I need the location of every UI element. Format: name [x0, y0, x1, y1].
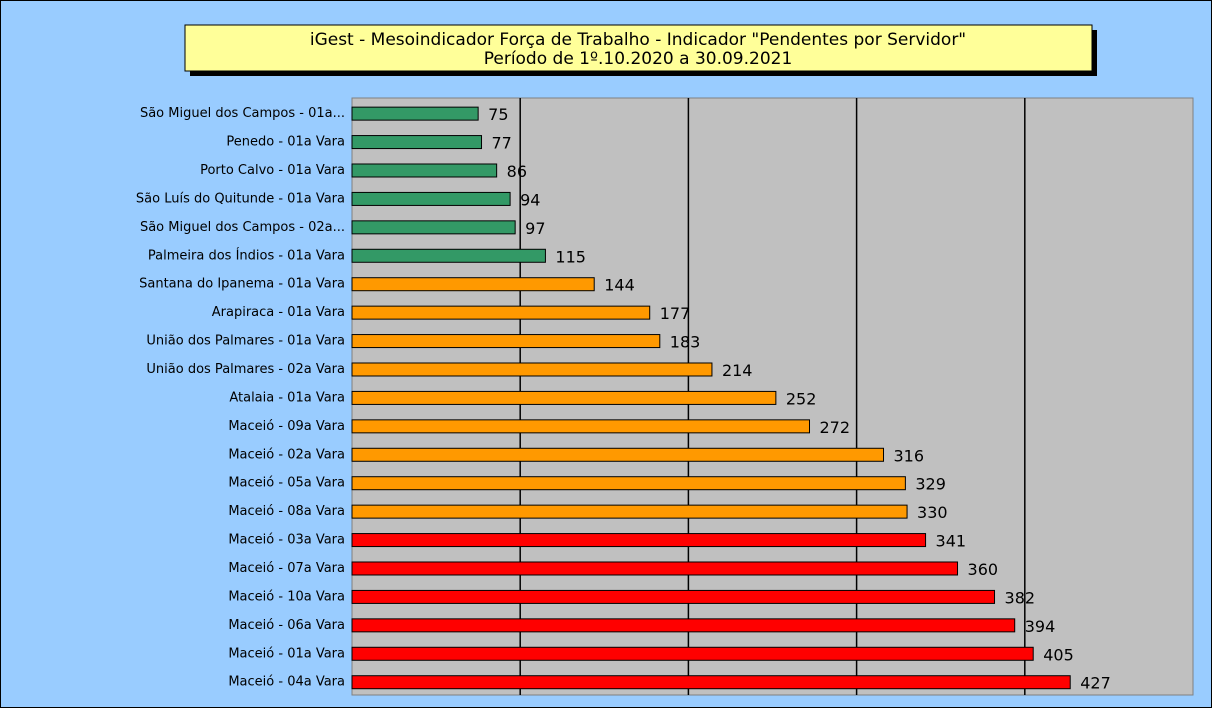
value-label: 394 [1025, 617, 1056, 636]
y-tick-label: Atalaia - 01a Vara [229, 390, 345, 405]
bar [351, 277, 595, 292]
y-tick-label: Maceió - 02a Vara [228, 447, 345, 462]
bar [351, 220, 516, 235]
bar [351, 646, 1034, 661]
y-tick-label: Maceió - 08a Vara [228, 504, 345, 519]
title-box [184, 24, 1093, 72]
value-label: 86 [507, 162, 527, 181]
value-label: 405 [1043, 645, 1074, 664]
y-tick-label: Maceió - 09a Vara [228, 419, 345, 434]
value-label: 330 [917, 503, 948, 522]
y-tick-label: Maceió - 07a Vara [228, 561, 345, 576]
y-tick-label: Santana do Ipanema - 01a Vara [139, 277, 345, 292]
value-label: 94 [520, 190, 540, 209]
value-label: 97 [525, 219, 545, 238]
y-tick-label: União dos Palmares - 02a Vara [146, 362, 345, 377]
bar [351, 504, 908, 519]
bar [351, 675, 1071, 690]
chart-subtitle: Período de 1º.10.2020 a 30.09.2021 [484, 49, 793, 69]
bar [351, 334, 661, 349]
value-label: 75 [488, 105, 508, 124]
bar [351, 533, 927, 548]
y-tick-label: Porto Calvo - 01a Vara [200, 163, 345, 178]
value-label: 272 [820, 418, 851, 437]
y-tick-label: Maceió - 06a Vara [228, 618, 345, 633]
value-label: 316 [894, 446, 925, 465]
bar [351, 163, 498, 178]
y-tick-label: São Miguel dos Campos - 02a... [140, 220, 345, 235]
y-tick-label: Maceió - 04a Vara [228, 675, 345, 690]
value-label: 177 [660, 304, 691, 323]
bar [351, 447, 885, 462]
value-label: 115 [555, 247, 586, 266]
bar [351, 362, 713, 377]
y-tick-label: Arapiraca - 01a Vara [212, 305, 345, 320]
value-label: 360 [968, 560, 999, 579]
bar [351, 419, 811, 434]
value-label: 329 [915, 475, 946, 494]
y-tick-label: União dos Palmares - 01a Vara [146, 334, 345, 349]
y-tick-label: Maceió - 10a Vara [228, 589, 345, 604]
value-label: 144 [604, 276, 635, 295]
bar [351, 618, 1016, 633]
y-tick-label: Maceió - 03a Vara [228, 533, 345, 548]
bar [351, 248, 546, 263]
y-tick-label: Maceió - 01a Vara [228, 646, 345, 661]
value-label: 427 [1080, 674, 1111, 693]
bar [351, 135, 483, 150]
value-label: 341 [936, 532, 967, 551]
y-tick-label: São Luís do Quitunde - 01a Vara [136, 191, 345, 206]
bar [351, 106, 479, 121]
bar [351, 305, 651, 320]
y-tick-label: Palmeira dos Índios - 01a Vara [148, 247, 345, 263]
chart-title: iGest - Mesoindicador Força de Trabalho … [310, 30, 966, 50]
y-tick-label: Maceió - 05a Vara [228, 476, 345, 491]
value-label: 183 [670, 333, 701, 352]
y-tick-label: Penedo - 01a Vara [226, 135, 345, 150]
value-label: 77 [492, 134, 512, 153]
bar [351, 476, 906, 491]
bar [351, 589, 996, 604]
value-label: 252 [786, 389, 817, 408]
value-label: 214 [722, 361, 753, 380]
bar [351, 561, 959, 576]
bar [351, 390, 777, 405]
bar [351, 191, 511, 206]
y-tick-label: São Miguel dos Campos - 01a... [140, 106, 345, 121]
value-label: 382 [1005, 588, 1036, 607]
